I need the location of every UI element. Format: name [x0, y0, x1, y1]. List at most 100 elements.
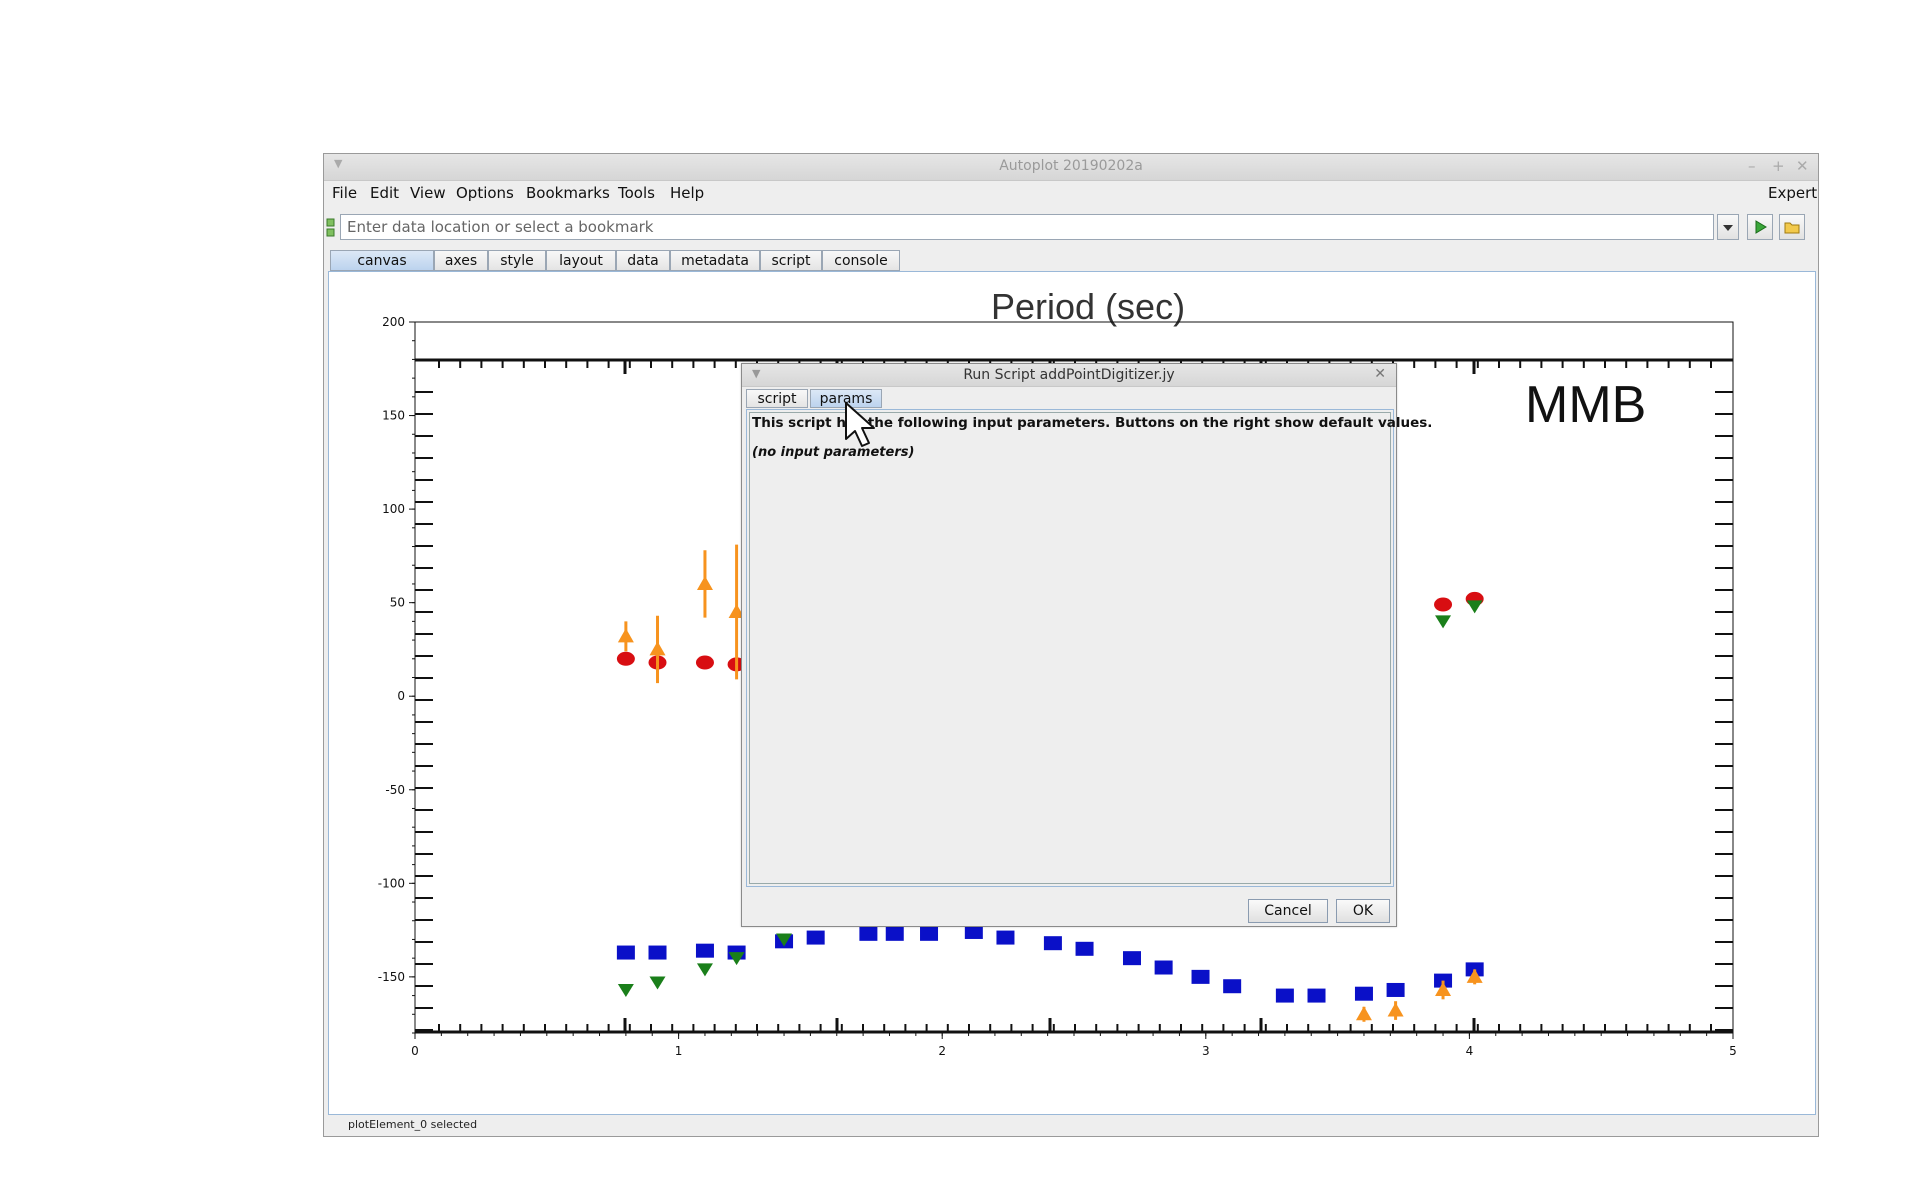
red-circle-point	[1434, 597, 1453, 612]
menu-options[interactable]: Options	[456, 184, 514, 202]
x-tick-label: 5	[1729, 1044, 1737, 1058]
green-triangle-point	[696, 963, 713, 977]
run-script-dialog: ▼ Run Script addPointDigitizer.jy ✕ scri…	[741, 363, 1432, 927]
close-icon[interactable]: ✕	[1796, 157, 1809, 175]
x-tick-label: 1	[675, 1044, 683, 1058]
params-area: This script has the following input para…	[749, 412, 1432, 884]
blue-square-point	[1223, 979, 1242, 994]
x-tick-label: 0	[411, 1044, 419, 1058]
blue-square-point	[1354, 986, 1373, 1001]
menu-expert[interactable]: Expert	[1768, 184, 1818, 202]
menu-view[interactable]: View	[410, 184, 446, 202]
orange-triangle-point	[617, 628, 634, 643]
tab-axes[interactable]: axes	[434, 250, 488, 271]
status-bar: plotElement_0 selected	[324, 1116, 1818, 1136]
address-row	[324, 214, 1818, 244]
orange-triangle-point	[649, 641, 666, 656]
ok-button[interactable]: OK	[1336, 899, 1390, 923]
blue-square-point	[806, 930, 825, 945]
image-data-points	[616, 544, 1484, 1022]
blue-square-point	[1075, 941, 1094, 956]
folder-icon	[1784, 222, 1800, 234]
menu-edit[interactable]: Edit	[370, 184, 400, 202]
blue-square-point	[920, 926, 939, 941]
y-tick-label: -50	[385, 783, 405, 797]
tab-canvas[interactable]: canvas	[330, 250, 434, 271]
x-tick-label: 3	[1202, 1044, 1210, 1058]
blue-square-point	[964, 924, 983, 939]
blue-square-point	[996, 930, 1015, 945]
blue-square-point	[1154, 960, 1173, 975]
blue-square-point	[616, 945, 635, 960]
blue-square-point	[695, 943, 714, 958]
image-label-text: MMB	[1525, 376, 1646, 434]
blue-square-point	[885, 926, 904, 941]
dialog-title-bar[interactable]: ▼ Run Script addPointDigitizer.jy ✕	[742, 364, 1396, 387]
go-button[interactable]	[1747, 214, 1773, 240]
orange-triangle-point	[1355, 1006, 1372, 1021]
dialog-close-icon[interactable]: ✕	[1374, 366, 1386, 382]
blue-square-point	[1122, 951, 1141, 966]
tab-metadata[interactable]: metadata	[670, 250, 760, 271]
blue-square-point	[1307, 988, 1326, 1003]
title-bar[interactable]: ▼ Autoplot 20190202a – + ✕	[324, 154, 1818, 181]
orange-triangle-point	[1387, 1002, 1404, 1017]
data-location-input[interactable]	[341, 215, 1713, 239]
red-circle-point	[695, 655, 714, 670]
tab-style[interactable]: style	[488, 250, 546, 271]
y-tick-label: 100	[382, 502, 405, 516]
window-menu-icon[interactable]: ▼	[334, 157, 343, 170]
green-triangle-point	[728, 952, 745, 966]
tab-layout[interactable]: layout	[546, 250, 616, 271]
y-tick-label: -150	[378, 970, 405, 984]
green-triangle-point	[1466, 600, 1483, 614]
x-axis: 0 1 2 3 4 5	[411, 1033, 1737, 1058]
green-triangle-point	[617, 983, 634, 997]
drag-handle-icon[interactable]	[326, 218, 336, 238]
green-triangle-point	[776, 933, 793, 947]
dialog-menu-icon[interactable]: ▼	[752, 367, 761, 380]
bookmark-dropdown-button[interactable]	[1717, 214, 1739, 240]
x-tick-label: 4	[1466, 1044, 1474, 1058]
blue-square-point	[1386, 982, 1405, 997]
blue-square-point	[1191, 969, 1210, 984]
menu-help[interactable]: Help	[670, 184, 705, 202]
blue-square-point	[648, 945, 667, 960]
green-triangle-point	[649, 976, 666, 990]
tab-script[interactable]: script	[760, 250, 822, 271]
y-tick-label: 50	[390, 596, 405, 610]
tab-data[interactable]: data	[616, 250, 670, 271]
plot-axes: 0 1 2 3 4 5 200 150 100 50 0 -50 -100 -150	[378, 315, 1737, 1058]
params-description: This script has the following input para…	[752, 415, 1433, 431]
orange-triangle-point	[1435, 981, 1452, 996]
background-image: Period (sec) MMB	[415, 286, 1733, 1034]
status-text: plotElement_0 selected	[348, 1118, 478, 1131]
dialog-tab-params[interactable]: params	[810, 389, 882, 408]
y-tick-label: 200	[382, 315, 405, 329]
blue-square-point	[1275, 988, 1294, 1003]
mouse-cursor-icon	[845, 402, 875, 447]
browse-button[interactable]	[1779, 214, 1805, 240]
y-axis: 200 150 100 50 0 -50 -100 -150	[378, 315, 415, 1034]
image-ticks	[415, 360, 1733, 1032]
menu-bookmarks[interactable]: Bookmarks	[526, 184, 610, 202]
tab-console[interactable]: console	[822, 250, 900, 271]
y-tick-label: -100	[378, 876, 405, 890]
menu-file[interactable]: File	[332, 184, 358, 202]
blue-square-point	[859, 926, 878, 941]
plot-canvas[interactable]: Period (sec) MMB 0 1 2 3 4 5 200 150 100 50 0 -50 -…	[329, 272, 1815, 1114]
params-empty-text: (no input parameters)	[752, 445, 915, 460]
y-tick-label: 150	[382, 409, 405, 423]
maximize-icon[interactable]: +	[1772, 157, 1785, 175]
minimize-icon[interactable]: –	[1748, 157, 1756, 175]
data-location-field	[340, 214, 1714, 240]
cancel-button[interactable]: Cancel	[1248, 899, 1328, 923]
params-panel: This script has the following input para…	[746, 409, 1432, 887]
chevron-down-icon	[1723, 225, 1733, 231]
menu-tools[interactable]: Tools	[618, 184, 655, 202]
play-icon	[1755, 220, 1767, 234]
orange-triangle-point	[728, 604, 745, 619]
menu-bar: File Edit View Options Bookmarks Tools H…	[324, 180, 1818, 204]
x-tick-label: 2	[938, 1044, 946, 1058]
dialog-tab-script[interactable]: script	[746, 389, 808, 408]
